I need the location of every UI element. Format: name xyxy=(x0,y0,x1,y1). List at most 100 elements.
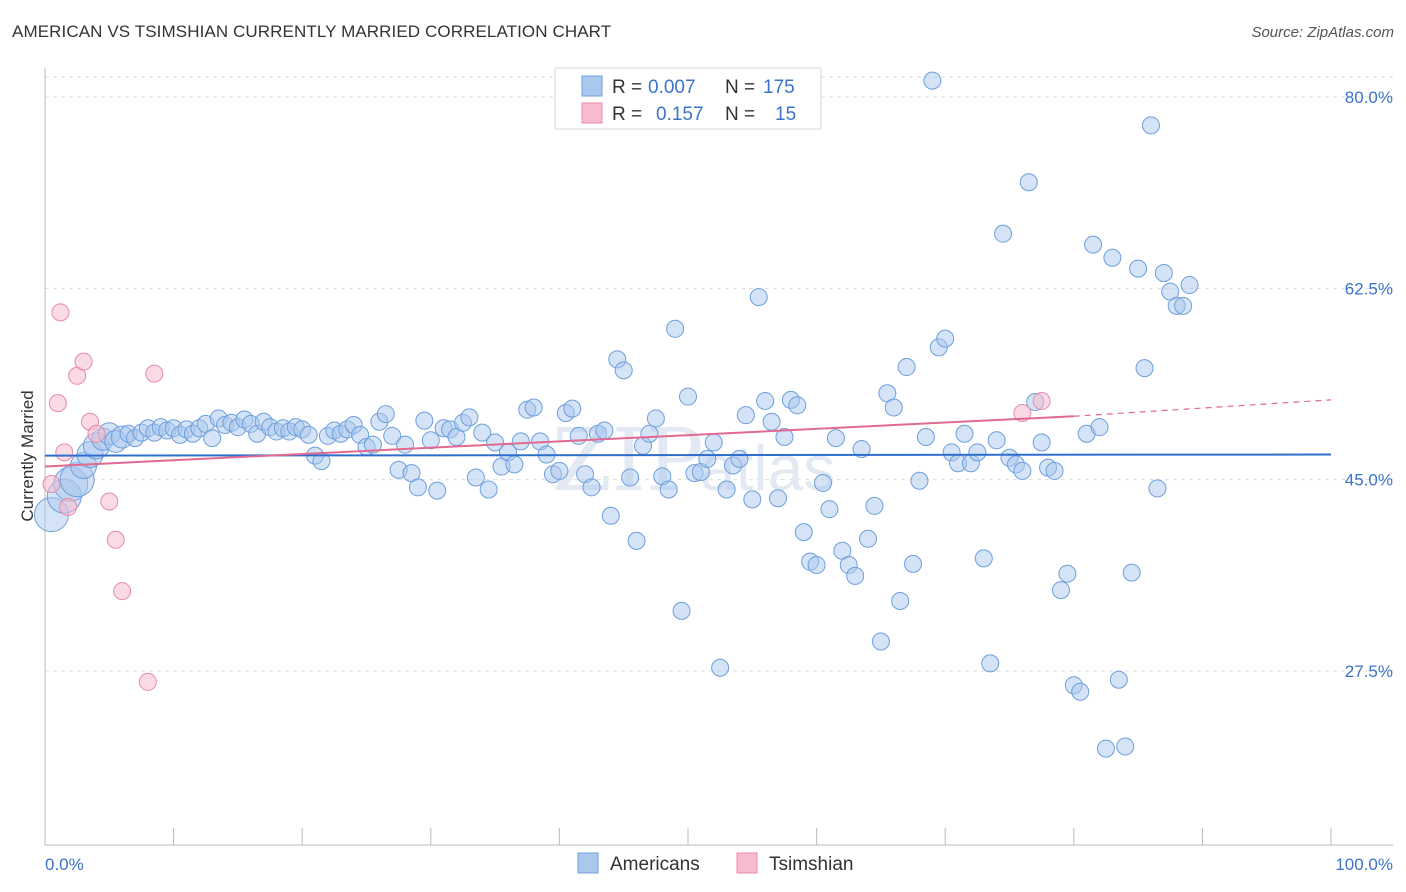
americans-point-54 xyxy=(396,435,415,454)
americans-point-162 xyxy=(1090,418,1109,437)
americans-point-157 xyxy=(1058,564,1077,583)
americans-trendline xyxy=(44,453,1332,457)
americans-point-96 xyxy=(666,319,685,338)
americans-point-156 xyxy=(1051,581,1070,600)
americans-point-68 xyxy=(486,433,505,452)
stats-n-label-americans: N = xyxy=(725,77,755,98)
americans-point-175 xyxy=(1174,296,1193,315)
americans-point-56 xyxy=(408,478,427,497)
americans-point-24 xyxy=(203,429,222,448)
tsimshian-point-6 xyxy=(74,352,93,371)
tsimshian-point-9 xyxy=(100,492,119,511)
americans-point-126 xyxy=(859,529,878,548)
americans-point-127 xyxy=(865,496,884,515)
americans-point-111 xyxy=(762,412,781,431)
americans-point-65 xyxy=(466,468,485,487)
x-tick-label-1: 100.0% xyxy=(1335,855,1393,874)
americans-point-83 xyxy=(582,478,601,497)
americans-point-51 xyxy=(376,405,395,424)
y-tick-label-0: 27.5% xyxy=(1345,662,1393,681)
americans-point-151 xyxy=(1019,173,1038,192)
stats-swatch-tsimshian xyxy=(581,102,603,124)
americans-point-109 xyxy=(749,288,768,307)
americans-point-161 xyxy=(1084,235,1103,254)
legend: Americans Tsimshian xyxy=(577,852,853,875)
americans-point-52 xyxy=(383,426,402,445)
americans-point-124 xyxy=(846,566,865,585)
americans-point-166 xyxy=(1116,737,1135,756)
axes xyxy=(44,68,1393,846)
americans-point-165 xyxy=(1109,670,1128,689)
americans-point-145 xyxy=(981,654,1000,673)
americans-point-89 xyxy=(621,468,640,487)
americans-point-90 xyxy=(627,531,646,550)
tsimshian-point-8 xyxy=(87,424,106,443)
stats-r-value-americans: 0.007 xyxy=(648,77,696,98)
stats-n-label-tsimshian: N = xyxy=(725,104,755,125)
americans-point-153 xyxy=(1032,433,1051,452)
americans-point-97 xyxy=(672,601,691,620)
americans-point-81 xyxy=(569,426,588,445)
americans-point-130 xyxy=(884,398,903,417)
americans-point-167 xyxy=(1122,563,1141,582)
stats-r-label-americans: R = xyxy=(612,77,642,98)
americans-point-143 xyxy=(968,443,987,462)
americans-point-72 xyxy=(511,432,530,451)
tsimshian-point-0 xyxy=(42,475,61,494)
americans-point-66 xyxy=(473,423,492,442)
americans-point-138 xyxy=(936,329,955,348)
tsimshian-point-15 xyxy=(1032,391,1051,410)
americans-point-113 xyxy=(775,428,794,447)
legend-label-tsimshian: Tsimshian xyxy=(769,854,853,875)
americans-point-78 xyxy=(550,461,569,480)
americans-point-116 xyxy=(794,523,813,542)
americans-point-106 xyxy=(730,449,749,468)
trendlines xyxy=(44,399,1332,468)
americans-point-132 xyxy=(897,358,916,377)
tsimshian-trendline xyxy=(44,415,1074,468)
americans-point-176 xyxy=(1180,276,1199,295)
tsimshian-point-4 xyxy=(59,498,78,516)
americans-point-101 xyxy=(698,449,717,468)
legend-swatch-americans xyxy=(577,852,599,874)
americans-point-64 xyxy=(460,408,479,427)
americans-point-133 xyxy=(904,554,923,573)
stats-r-value-tsimshian: 0.157 xyxy=(656,104,704,125)
americans-point-128 xyxy=(871,632,890,651)
americans-point-95 xyxy=(659,480,678,499)
americans-point-120 xyxy=(820,500,839,519)
americans-point-103 xyxy=(711,658,730,677)
americans-point-98 xyxy=(679,387,697,406)
stats-swatch-americans xyxy=(581,75,603,97)
americans-point-147 xyxy=(994,224,1013,243)
americans-point-104 xyxy=(717,480,736,499)
americans-point-136 xyxy=(923,71,942,90)
americans-point-169 xyxy=(1135,359,1154,378)
americans-point-74 xyxy=(524,398,543,417)
americans-point-121 xyxy=(826,429,845,448)
americans-point-59 xyxy=(428,481,447,500)
americans-point-67 xyxy=(479,480,498,499)
americans-point-108 xyxy=(743,490,762,509)
americans-point-171 xyxy=(1148,479,1167,498)
americans-point-168 xyxy=(1129,259,1148,278)
tsimshian-point-13 xyxy=(145,364,164,383)
tsimshian-point-3 xyxy=(55,443,74,462)
americans-point-164 xyxy=(1103,248,1122,267)
watermark-zip: ZIP xyxy=(552,411,704,511)
americans-point-163 xyxy=(1096,739,1115,758)
x-tick-labels: 0.0% 100.0% xyxy=(45,855,1393,874)
americans-point-135 xyxy=(916,428,935,447)
stats-n-value-americans: 175 xyxy=(763,77,795,98)
y-tick-labels: 27.5% 45.0% 62.5% 80.0% xyxy=(1345,88,1393,681)
y-tick-label-2: 62.5% xyxy=(1345,279,1393,298)
americans-point-159 xyxy=(1071,682,1090,701)
americans-points xyxy=(33,71,1199,758)
americans-point-134 xyxy=(910,471,929,490)
tsimshian-trendline-extension xyxy=(1073,399,1332,417)
americans-point-71 xyxy=(505,455,524,474)
americans-point-49 xyxy=(363,435,382,454)
americans-point-112 xyxy=(769,489,788,508)
americans-point-93 xyxy=(646,409,665,428)
americans-point-86 xyxy=(601,506,620,525)
